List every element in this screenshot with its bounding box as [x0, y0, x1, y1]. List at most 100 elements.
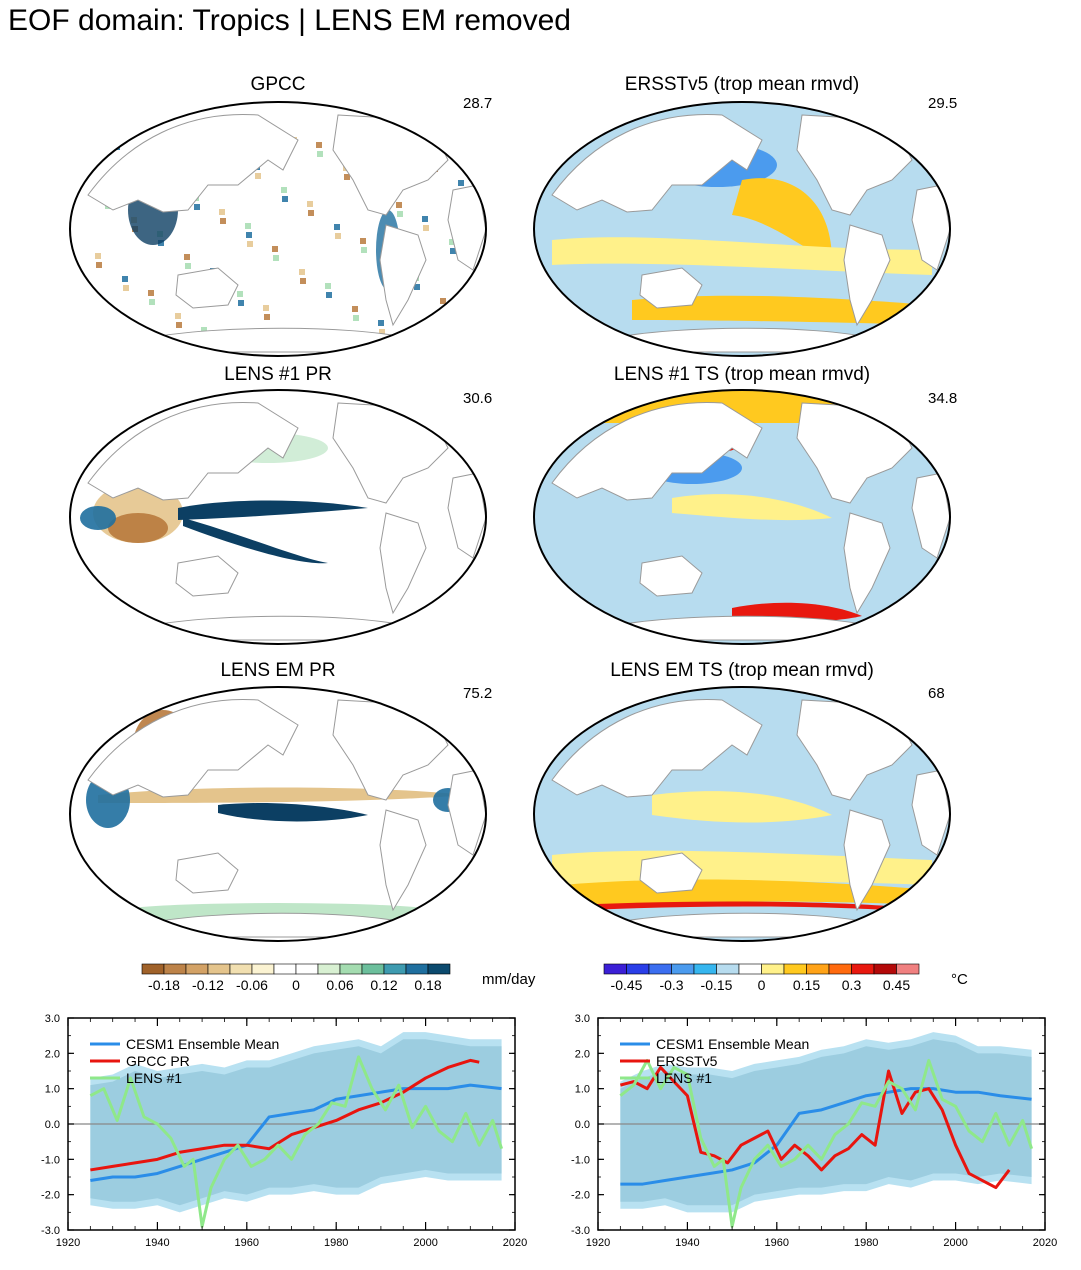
- series-line-2: [619, 1058, 1034, 1228]
- colorbar-cell: [761, 963, 785, 975]
- map-title-lensemts: LENS EM TS (trop mean rmvd): [610, 660, 874, 681]
- y-tick-label: 2.0: [575, 1048, 590, 1060]
- map-gpcc: [69, 101, 487, 357]
- y-tick-label: -2.0: [41, 1190, 60, 1202]
- map-lensemts: [533, 686, 951, 942]
- y-tick-label: -2.0: [571, 1190, 590, 1202]
- colorbar-cell: [229, 963, 253, 975]
- colorbar-cell: [828, 963, 852, 975]
- x-tick-label: 1940: [145, 1237, 169, 1249]
- x-tick-label: 1940: [675, 1237, 699, 1249]
- map-lensempr: [69, 686, 487, 942]
- y-tick-label: -1.0: [571, 1154, 590, 1166]
- x-tick-label: 1980: [324, 1237, 348, 1249]
- colorbar-label: -0.18: [148, 977, 180, 993]
- x-tick-label: 2020: [1033, 1237, 1057, 1249]
- x-tick-label: 1980: [854, 1237, 878, 1249]
- legend-label: LENS #1: [126, 1070, 182, 1086]
- colorbar-label: 0.06: [326, 977, 353, 993]
- colorbar-cell: [693, 963, 717, 975]
- map-border: [533, 686, 951, 942]
- y-tick-label: 1.0: [575, 1084, 590, 1096]
- colorbar-cell: [339, 963, 363, 975]
- precip-colorbar: -0.18 -0.12 -0.06 0 0.06 0.12 0.18 mm/day: [141, 963, 536, 993]
- colorbar-cell: [873, 963, 897, 975]
- colorbar-cell: [896, 963, 920, 975]
- map-lens1ts: [533, 389, 951, 645]
- map-border: [533, 101, 951, 357]
- map-title-lensempr: LENS EM PR: [220, 660, 336, 681]
- y-tick-label: 3.0: [45, 1013, 60, 1025]
- colorbar-cell: [851, 963, 875, 975]
- y-tick-label: -3.0: [41, 1225, 60, 1237]
- map-title-gpcc: GPCC: [250, 74, 306, 95]
- colorbar-cell: [648, 963, 672, 975]
- map-title-lens1ts: LENS #1 TS (trop mean rmvd): [613, 364, 871, 385]
- colorbar-cell: [383, 963, 407, 975]
- map-border: [69, 389, 487, 645]
- map-title-ersst: ERSSTv5 (trop mean rmvd): [624, 74, 860, 95]
- colorbar-cell: [295, 963, 319, 975]
- x-tick-label: 1920: [586, 1237, 610, 1249]
- map-title-lens1pr: LENS #1 PR: [224, 364, 332, 385]
- y-tick-label: -1.0: [41, 1154, 60, 1166]
- map-value-lensemts: 68: [928, 685, 945, 702]
- legend-label: LENS #1: [656, 1070, 712, 1086]
- colorbar-label: -0.12: [192, 977, 224, 993]
- colorbar-cell: [738, 963, 762, 975]
- colorbar-cell: [251, 963, 275, 975]
- x-tick-label: 1960: [235, 1237, 259, 1249]
- colorbar-label: 0.45: [883, 977, 910, 993]
- colorbar-cell: [163, 963, 187, 975]
- x-tick-label: 1960: [765, 1237, 789, 1249]
- map-value-lensempr: 75.2: [463, 685, 493, 702]
- colorbar-cell: [207, 963, 231, 975]
- colorbar-unit: mm/day: [482, 971, 536, 988]
- sst-colorbar: -0.45 -0.3 -0.15 0 0.15 0.3 0.45 °C: [603, 963, 968, 993]
- legend-label: CESM1 Ensemble Mean: [656, 1036, 809, 1052]
- y-tick-label: 0.0: [575, 1119, 590, 1131]
- colorbar-cell: [603, 963, 627, 975]
- map-value-lens1pr: 30.6: [463, 390, 493, 407]
- colorbar-label: 0: [292, 977, 300, 993]
- map-value-lens1ts: 34.8: [928, 390, 958, 407]
- colorbar-label: -0.15: [701, 977, 733, 993]
- colorbar-label: -0.3: [659, 977, 683, 993]
- legend-label: CESM1 Ensemble Mean: [126, 1036, 279, 1052]
- y-tick-label: 3.0: [575, 1013, 590, 1025]
- y-tick-label: 0.0: [45, 1119, 60, 1131]
- series-line-1: [90, 1058, 480, 1172]
- y-tick-label: -3.0: [571, 1225, 590, 1237]
- colorbar-cell: [273, 963, 297, 975]
- x-tick-label: 2020: [503, 1237, 527, 1249]
- colorbar-cell: [361, 963, 385, 975]
- map-border: [69, 686, 487, 942]
- colorbar-label: -0.45: [611, 977, 643, 993]
- series-line-0: [620, 1087, 1032, 1186]
- series-line-0: [90, 1083, 502, 1183]
- map-border: [533, 389, 951, 645]
- colorbar-cell: [626, 963, 650, 975]
- y-tick-label: 1.0: [45, 1084, 60, 1096]
- map-border: [69, 101, 487, 357]
- colorbar-cell: [671, 963, 695, 975]
- x-tick-label: 2000: [943, 1237, 967, 1249]
- page-title: EOF domain: Tropics | LENS EM removed: [8, 4, 571, 37]
- colorbar-label: 0.3: [842, 977, 862, 993]
- x-tick-label: 2000: [413, 1237, 437, 1249]
- colorbar-label: 0.12: [370, 977, 397, 993]
- colorbar-cell: [806, 963, 830, 975]
- colorbar-cell: [783, 963, 807, 975]
- map-value-gpcc: 28.7: [463, 95, 493, 112]
- map-lens1pr: [69, 389, 487, 645]
- legend-label: GPCC PR: [126, 1053, 190, 1069]
- colorbar-cell: [185, 963, 209, 975]
- colorbar-label: 0: [758, 977, 766, 993]
- colorbar-cell: [317, 963, 341, 975]
- colorbar-cell: [405, 963, 429, 975]
- colorbar-cell: [427, 963, 451, 975]
- legend-label: ERSSTv5: [656, 1053, 718, 1069]
- colorbar-label: 0.18: [414, 977, 441, 993]
